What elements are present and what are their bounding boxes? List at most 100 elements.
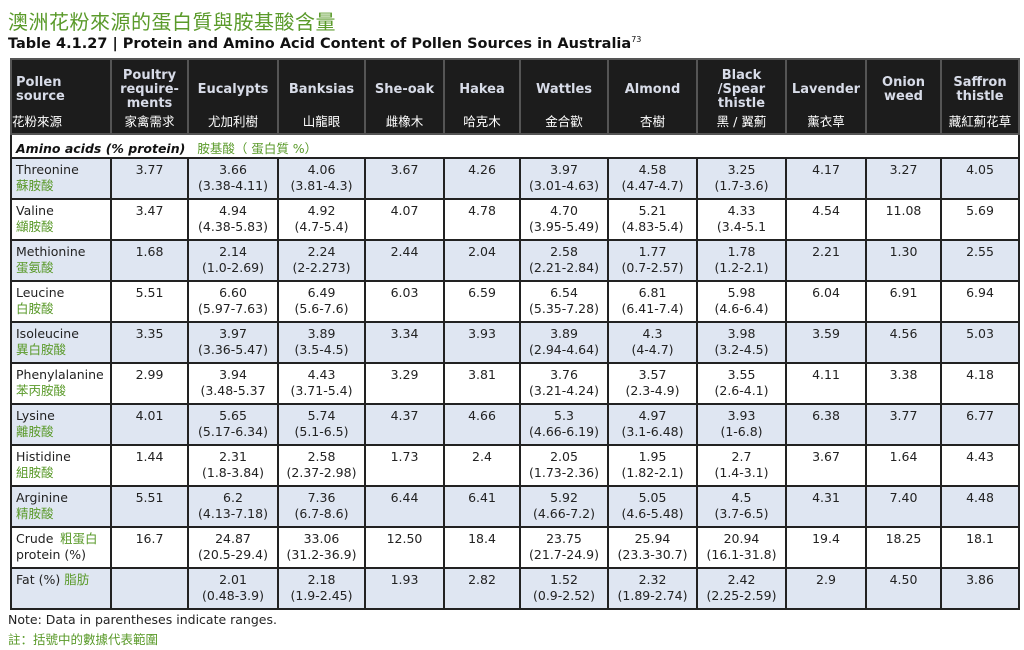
table-cell: 5.92 (4.66-7.2) — [519, 485, 609, 528]
table-cell: 2.18 (1.9-2.45) — [277, 567, 366, 610]
column-header-zh: 雌橡木 — [385, 114, 424, 129]
cell-value: 6.38 — [812, 408, 840, 423]
cell-value: 4.07 — [390, 203, 419, 218]
table-cell: 4.92 (4.7-5.4) — [277, 198, 366, 241]
cell-value: 4.58 — [638, 162, 667, 177]
column-header: Wattles 金合歡 — [519, 58, 609, 135]
cell-range: (0.48-3.9) — [202, 588, 264, 603]
row-label-zh: 粗蛋白 — [60, 531, 98, 546]
cell-value: 4.33 — [727, 203, 756, 218]
table-cell: 6.54 (5.35-7.28) — [519, 280, 609, 323]
table-cell: 2.9 — [785, 567, 867, 610]
cell-value: 1.30 — [889, 244, 918, 259]
cell-value: 4.37 — [390, 408, 419, 423]
cell-range: (2.21-2.84) — [529, 260, 599, 275]
row-label-en: Leucine — [16, 285, 65, 300]
table-cell: 6.04 — [785, 280, 867, 323]
cell-value: 1.52 — [550, 572, 578, 587]
table-cell: 4.33 (3.4-5.1 — [696, 198, 787, 241]
cell-value: 3.89 — [550, 326, 578, 341]
row-label-en: Histidine — [16, 449, 71, 464]
cell-range: (3.48-5.37 — [200, 383, 266, 398]
row-label: Valine 纈胺酸 — [10, 198, 112, 241]
table-row: Leucine 白胺酸 5.51 6.60 (5.97-7.63) 6.49 (5.6-7.… — [10, 280, 1020, 323]
cell-value: 3.57 — [638, 367, 667, 382]
cell-value: 2.44 — [390, 244, 419, 259]
cell-value: 6.04 — [812, 285, 840, 300]
row-label: Methionine 蛋氨酸 — [10, 239, 112, 282]
column-header-zh: 黑 / 翼薊 — [716, 114, 767, 129]
table-cell: 5.3 (4.66-6.19) — [519, 403, 609, 446]
table-cell: 3.81 — [443, 362, 521, 405]
column-header: Banksias 山龍眼 — [277, 58, 366, 135]
cell-range: (4.13-7.18) — [198, 506, 268, 521]
table-cell: 2.82 — [443, 567, 521, 610]
cell-value: 5.69 — [966, 203, 994, 218]
table-cell: 5.51 — [110, 485, 189, 528]
column-header: Poultry require-ments 家禽需求 — [110, 58, 189, 135]
table-cell: 18.25 — [865, 526, 942, 569]
table-row: Fat (%) 脂肪 2.01 (0.48-3.9) 2.18 (1.9-2.45) 1.… — [10, 567, 1020, 610]
chinese-title: 澳洲花粉來源的蛋白質與胺基酸含量 — [8, 10, 336, 34]
table-cell: 4.18 — [940, 362, 1020, 405]
cell-value: 5.92 — [550, 490, 578, 505]
column-header: Saffron thistle 藏紅薊花草 — [940, 58, 1020, 135]
table-cell: 4.07 — [364, 198, 445, 241]
table-cell: 4.70 (3.95-5.49) — [519, 198, 609, 241]
table-cell: 6.77 — [940, 403, 1020, 446]
row-label-zh: 脂肪 — [64, 572, 90, 587]
cell-value: 4.97 — [638, 408, 667, 423]
row-label-zh: 蛋氨酸 — [16, 260, 54, 275]
cell-range: (4.66-6.19) — [529, 424, 599, 439]
table-cell: 20.94 (16.1-31.8) — [696, 526, 787, 569]
table-cell: 4.43 (3.71-5.4) — [277, 362, 366, 405]
table-cell: 5.74 (5.1-6.5) — [277, 403, 366, 446]
cell-value: 4.5 — [731, 490, 752, 505]
table-cell: 6.41 — [443, 485, 521, 528]
table-cell: 5.21 (4.83-5.4) — [607, 198, 698, 241]
row-label-en: Fat (%) — [16, 572, 61, 587]
cell-range: (3.38-4.11) — [198, 178, 268, 193]
row-label-zh: 精胺酸 — [16, 506, 54, 521]
cell-range: (3.36-5.47) — [198, 342, 268, 357]
table-cell: 12.50 — [364, 526, 445, 569]
table-cell: 2.01 (0.48-3.9) — [187, 567, 279, 610]
cell-value: 6.54 — [550, 285, 578, 300]
cell-value: 2.14 — [219, 244, 247, 259]
cell-range: (3.81-4.3) — [290, 178, 353, 193]
table-cell: 3.27 — [865, 157, 942, 200]
cell-value: 6.60 — [219, 285, 247, 300]
header-row: Pollen source 花粉來源 Poultry require-ments 家禽… — [10, 58, 1020, 135]
cell-value: 5.51 — [135, 285, 164, 300]
table-row: Phenylalanine 苯丙胺酸 2.99 3.94 (3.48-5.37 4.43(… — [10, 362, 1020, 405]
cell-range: (2.25-2.59) — [706, 588, 777, 603]
table-cell: 33.06 (31.2-36.9) — [277, 526, 366, 569]
row-label-en: Arginine — [16, 490, 68, 505]
row-label-zh: 蘇胺酸 — [16, 178, 54, 193]
cell-range: (31.2-36.9) — [286, 547, 357, 562]
cell-value: 18.1 — [966, 531, 994, 546]
cell-value: 1.68 — [135, 244, 164, 259]
cell-value: 3.77 — [135, 162, 164, 177]
cell-range: (2.3-4.9) — [625, 383, 680, 398]
cell-range: (1.8-3.84) — [202, 465, 264, 480]
column-header-en: Hakea — [459, 81, 505, 97]
table-cell: 6.2 (4.13-7.18) — [187, 485, 279, 528]
cell-range: (4.7-5.4) — [294, 219, 349, 234]
cell-value: 2.01 — [219, 572, 247, 587]
cell-value: 4.31 — [812, 490, 840, 505]
cell-value: 5.05 — [638, 490, 667, 505]
cell-value: 3.93 — [468, 326, 496, 341]
column-header: Pollen source 花粉來源 — [10, 58, 112, 135]
row-label: Threonine 蘇胺酸 — [10, 157, 112, 200]
table-cell: 4.26 — [443, 157, 521, 200]
table-cell: 4.94 (4.38-5.83) — [187, 198, 279, 241]
cell-value: 3.67 — [812, 449, 840, 464]
row-label: Arginine 精胺酸 — [10, 485, 112, 528]
column-header-zh: 山龍眼 — [302, 114, 341, 129]
row-label-en: Phenylalanine — [16, 367, 104, 382]
table-cell: 6.49 (5.6-7.6) — [277, 280, 366, 323]
column-header: Almond 杏樹 — [607, 58, 698, 135]
table-cell: 1.77 (0.7-2.57) — [607, 239, 698, 282]
column-header-zh: 金合歡 — [545, 114, 583, 129]
